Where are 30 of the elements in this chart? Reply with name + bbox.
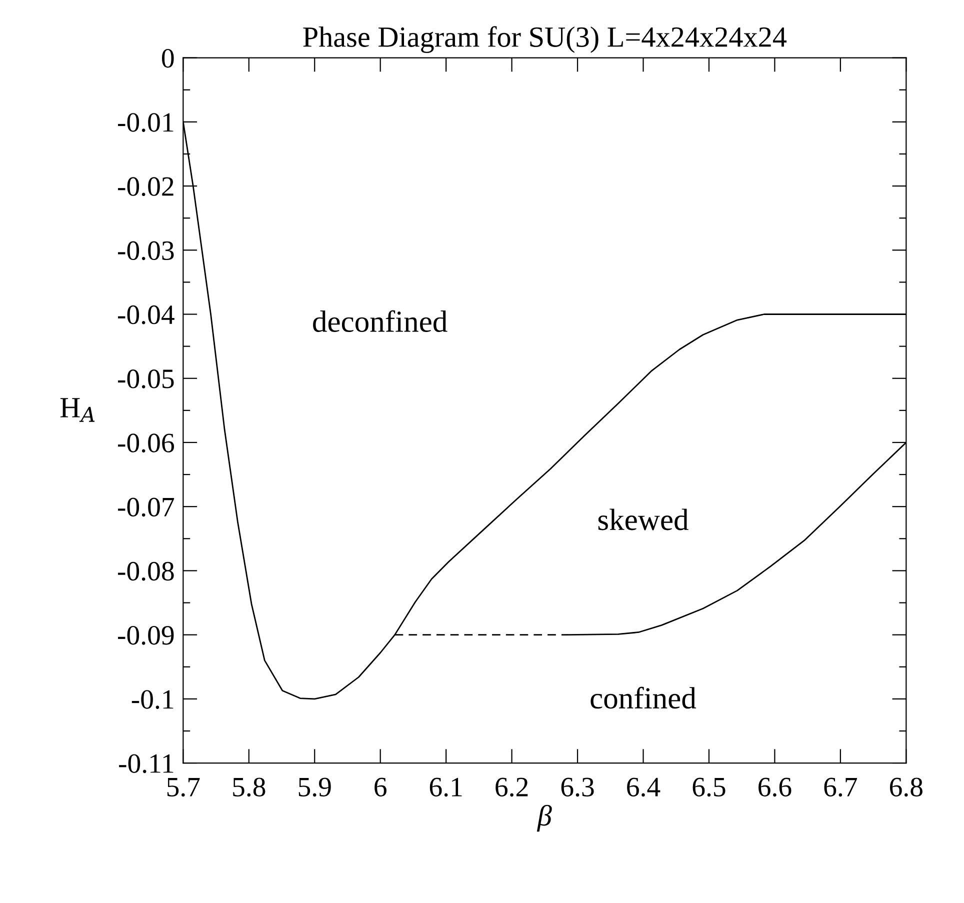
x-tick-label: 6.8 xyxy=(890,778,922,797)
y-tick-label: -0.05 xyxy=(118,370,174,388)
chart-title: Phase Diagram for SU(3) L=4x24x24x24 xyxy=(303,26,787,53)
x-axis-title: β xyxy=(536,804,552,832)
annotation: skewed xyxy=(598,508,688,530)
y-tick-label: -0.11 xyxy=(119,754,174,774)
y-tick-label: -0.06 xyxy=(118,434,174,453)
annotation: confined xyxy=(590,686,696,709)
x-tick-label: 6.1 xyxy=(430,778,462,797)
x-tick-label: 6.2 xyxy=(496,778,528,797)
y-tick-label: -0.02 xyxy=(118,177,174,196)
y-tick-label: -0.07 xyxy=(118,498,174,517)
y-axis-title: H$_{A}$ xyxy=(60,398,95,422)
x-tick-label: 6.5 xyxy=(692,778,726,797)
y-tick-label: -0.01 xyxy=(118,113,174,132)
x-tick-label: 5.8 xyxy=(233,778,266,797)
x-tick-label: 6.3 xyxy=(561,778,594,797)
y-tick-label: -0.09 xyxy=(118,626,174,645)
y-tick-label: -0.08 xyxy=(118,562,174,581)
x-tick-label: 6 xyxy=(374,778,386,796)
x-tick-label: 6.6 xyxy=(758,778,792,797)
y-tick-label: -0.1 xyxy=(132,690,174,709)
x-tick-label: 6.7 xyxy=(824,778,857,797)
y-tick-label: 0 xyxy=(162,48,174,68)
x-tick-label: 5.7 xyxy=(167,778,200,797)
x-tick-label: 5.9 xyxy=(298,778,331,797)
x-tick-label: 6.4 xyxy=(627,778,660,797)
annotation: deconfined xyxy=(313,310,448,332)
y-tick-label: -0.03 xyxy=(118,241,174,260)
y-tick-label: -0.04 xyxy=(118,305,174,324)
